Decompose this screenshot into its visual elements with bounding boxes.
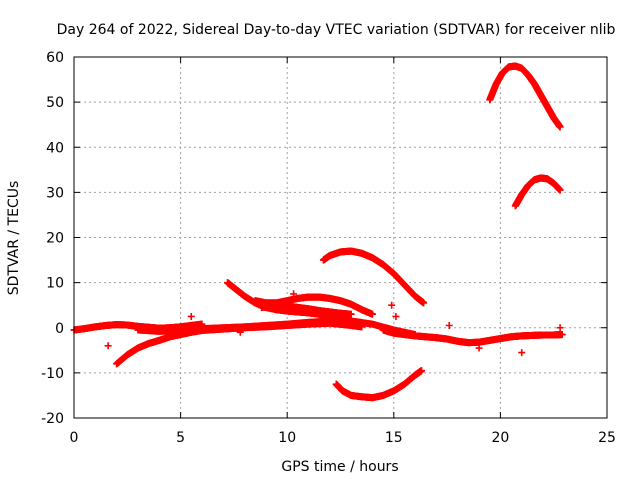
x-tick-label: 25 — [598, 430, 616, 446]
chart-title: Day 264 of 2022, Sidereal Day-to-day VTE… — [57, 22, 616, 38]
x-tick-label: 15 — [385, 430, 403, 446]
y-tick-label: 60 — [46, 50, 64, 66]
data-point — [290, 290, 298, 298]
grid-lines — [74, 57, 607, 418]
data-point — [556, 324, 564, 332]
x-tick-label: 0 — [70, 430, 79, 446]
data-point — [347, 310, 355, 318]
y-tick-label: 20 — [46, 231, 64, 247]
x-tick-label: 5 — [176, 430, 185, 446]
series-arc-12h-dip — [332, 367, 426, 402]
data-point — [556, 186, 564, 194]
x-axis-label: GPS time / hours — [281, 459, 398, 475]
data-point — [558, 331, 566, 339]
y-tick-label: 40 — [46, 140, 64, 156]
y-tick-label: 50 — [46, 95, 64, 111]
data-point — [475, 344, 483, 352]
data-point — [420, 299, 428, 307]
data-point — [418, 367, 426, 375]
data-point — [368, 310, 376, 318]
series-arc-20h-high — [486, 62, 564, 131]
data-point — [187, 312, 195, 320]
data-point — [347, 317, 355, 325]
plot-frame — [73, 56, 608, 419]
series-arc-12h-hump — [319, 247, 428, 307]
series-arc-20h-mid — [511, 174, 564, 210]
y-axis-label: SDTVAR / TECUs — [6, 181, 22, 296]
data-point — [518, 349, 526, 357]
y-tick-label: 0 — [55, 321, 64, 337]
series-arc-baseline-late — [379, 326, 566, 347]
x-tick-label: 20 — [491, 430, 509, 446]
data-point — [358, 323, 366, 331]
x-tick-label: 10 — [278, 430, 296, 446]
data-point — [388, 301, 396, 309]
data-point — [104, 342, 112, 350]
y-tick-label: -10 — [41, 366, 64, 382]
y-tick-label: 30 — [46, 185, 64, 201]
data-points — [70, 62, 566, 402]
data-point — [445, 321, 453, 329]
series-arc-8h-flat — [258, 302, 355, 318]
y-tick-label: -20 — [41, 411, 64, 427]
data-point — [556, 123, 564, 131]
y-tick-label: 10 — [46, 276, 64, 292]
data-point — [236, 328, 244, 336]
series-scattered-points — [104, 290, 564, 357]
data-point — [392, 312, 400, 320]
tick-labels: 0 5 10 15 20 25 -20 -10 0 10 20 30 40 50 60 — [41, 50, 616, 446]
series-arc-lower-2h — [113, 319, 366, 368]
